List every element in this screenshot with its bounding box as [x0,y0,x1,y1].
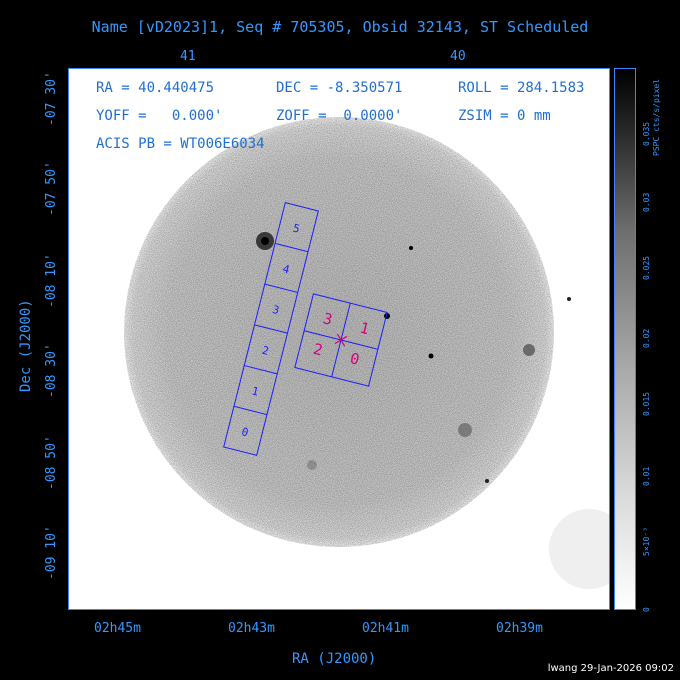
xray-sources [256,232,571,483]
chip-i3-label: 3 [321,309,334,329]
chip-i2-label: 2 [311,340,324,360]
colorbar-label: PSPC cts/s/pixel [652,78,661,156]
colorbar-tick-0.025: 0.025 [642,255,651,280]
colorbar [614,68,636,610]
colorbar-tick-0.01: 0.01 [642,466,651,486]
chip-s1-label: 1 [250,384,260,398]
dec-readout: DEC = -8.350571 [276,80,403,96]
y-axis-label: Dec (J2000) [18,299,34,392]
chip-s2-label: 2 [261,344,271,358]
bottom-tick-0243: 02h43m [228,621,275,636]
yoff-readout: YOFF = 0.000' [96,108,223,124]
left-tick-0830: -08 30' [44,343,59,398]
sky-image-panel[interactable]: 0 1 2 3 4 5 3 1 2 0 [68,68,610,610]
aimpoint-marker [334,333,348,347]
colorbar-tick-0.03: 0.03 [642,192,651,212]
plot-title: Name [vD2023]1, Seq # 705305, Obsid 3214… [91,18,589,36]
left-tick-0730: -07 30' [44,71,59,126]
ra-readout: RA = 40.440475 [96,80,215,96]
bottom-tick-0239: 02h39m [496,621,543,636]
colorbar-tick-0: 0 [642,607,651,612]
sky-image: 0 1 2 3 4 5 3 1 2 0 [69,69,609,609]
timestamp: lwang 29-Jan-2026 09:02 [547,663,674,674]
left-tick-0910: -09 10' [44,525,59,580]
top-tick-41: 41 [180,49,196,64]
left-tick-0810: -08 10' [44,253,59,308]
chip-s3-label: 3 [271,303,281,317]
bottom-tick-0245: 02h45m [94,621,141,636]
roll-readout: ROLL = 284.1583 [458,80,585,96]
bottom-tick-0241: 02h41m [362,621,409,636]
acis-pb-readout: ACIS PB = WT006E6034 [96,136,265,152]
chip-i1-label: 1 [358,319,371,339]
chip-s0-label: 0 [240,425,250,439]
top-tick-40: 40 [450,49,466,64]
acis-s-array: 0 1 2 3 4 5 [223,202,319,456]
zsim-readout: ZSIM = 0 mm [458,108,551,124]
chip-s4-label: 4 [281,262,291,276]
chip-i0-label: 0 [348,349,361,369]
colorbar-tick-0.035: 0.035 [642,121,651,146]
left-tick-0750: -07 50' [44,161,59,216]
acis-i-array: 3 1 2 0 [294,293,388,387]
zoff-readout: ZOFF = 0.0000' [276,108,403,124]
colorbar-tick-5e-3: 5×10⁻³ [642,527,651,556]
colorbar-tick-0.02: 0.02 [642,328,651,348]
left-tick-0850: -08 50' [44,435,59,490]
x-axis-label: RA (J2000) [292,651,377,667]
colorbar-tick-0.015: 0.015 [642,391,651,416]
chip-s5-label: 5 [292,222,302,236]
